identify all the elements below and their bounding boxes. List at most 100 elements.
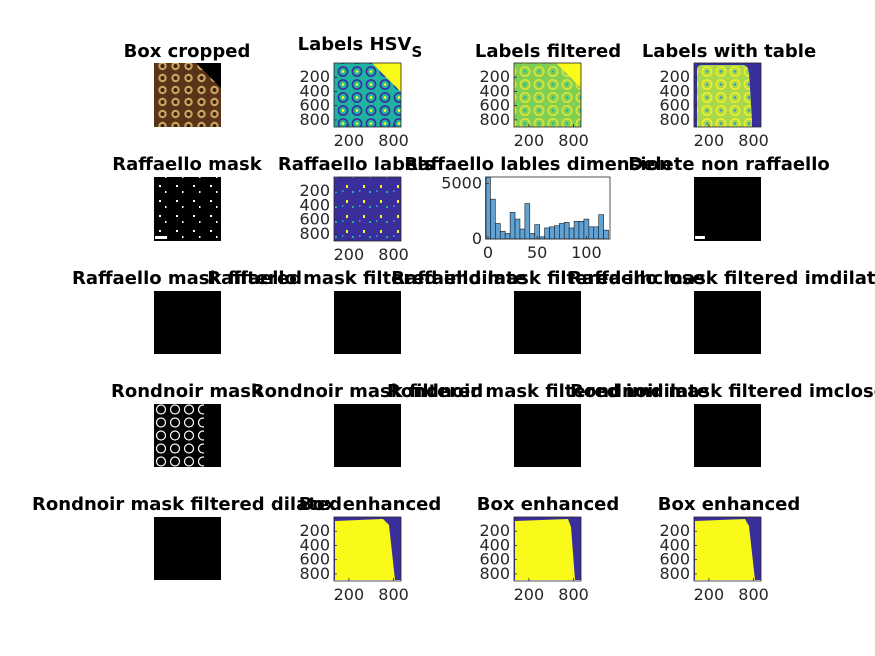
- image-rondnoir-mask-filtered: [334, 404, 401, 467]
- histogram-bar: [568, 227, 575, 240]
- panel-title-14: Rondnoir mask filtered: [251, 381, 484, 402]
- panel-title-20: Box enhanced: [658, 494, 801, 515]
- axes-frame: [333, 62, 402, 128]
- panel-title-9: Raffaello mask filtered: [72, 268, 302, 289]
- histogram-bar: [598, 214, 604, 240]
- histogram-bar: [524, 203, 531, 240]
- histogram: 0 50 100 0 5000: [441, 174, 611, 262]
- x-tick-label: 200: [334, 245, 365, 264]
- axes-frame: [513, 62, 582, 128]
- image-raffaello-mask: [154, 177, 221, 241]
- y-tick-label: 800: [299, 564, 330, 583]
- image-box-cropped: [154, 63, 221, 127]
- y-tick-label: 200: [299, 181, 330, 200]
- panel-title-16: Rondnoir mask filtered imclose: [570, 381, 875, 402]
- image-raffaello-mask-filtered-imclose: [514, 291, 581, 354]
- axes-frame: [333, 516, 402, 582]
- panel-title-2-main: Labels HSV: [298, 34, 412, 55]
- y-tick-label: 200: [479, 521, 510, 540]
- image-rondnoir-mask: [154, 404, 221, 467]
- panel-title-3: Labels filtered: [475, 41, 621, 62]
- panel-title-10: Raffaello mask filtered imdilate: [207, 268, 526, 289]
- histogram-bar: [603, 229, 609, 240]
- x-tick-label: 800: [378, 131, 409, 150]
- x-tick-label: 200: [694, 131, 725, 150]
- y-tick-label: 800: [479, 110, 510, 129]
- y-tick-label: 400: [299, 195, 330, 214]
- hist-x-tick-label: 50: [527, 243, 547, 262]
- x-tick-label: 800: [378, 585, 409, 604]
- image-raffaello-mask-filtered-imdilate: [334, 291, 401, 354]
- histogram-bar: [529, 233, 536, 240]
- panel-title-2-group: Labels HSVS: [298, 34, 423, 61]
- histogram-bar: [495, 223, 501, 240]
- x-tick-label: 800: [558, 585, 589, 604]
- y-tick-label: 200: [479, 67, 510, 86]
- y-tick-label: 800: [659, 110, 690, 129]
- x-tick-label: 200: [694, 585, 725, 604]
- x-tick-label: 800: [738, 585, 769, 604]
- y-tick-label: 400: [299, 81, 330, 100]
- panel-title-5: Raffaello mask: [112, 154, 263, 175]
- y-tick-label: 400: [659, 81, 690, 100]
- image-raffaello-labels: [334, 177, 401, 241]
- axes-frame: [513, 516, 582, 582]
- histogram-bar: [578, 220, 585, 240]
- panel-title-8: Delete non raffaello: [628, 154, 830, 175]
- panel-title-15: Rondnoir mask filtered imdilate: [387, 381, 709, 402]
- histogram-bar: [563, 222, 570, 240]
- y-tick-label: 600: [479, 96, 510, 115]
- histogram-bar: [593, 226, 599, 240]
- y-tick-label: 600: [659, 550, 690, 569]
- panel-title-17: Rondnoir mask filtered dilated: [32, 494, 342, 515]
- histogram-bar: [554, 225, 560, 240]
- x-tick-label: 200: [514, 585, 545, 604]
- image-labels-hsv: [334, 63, 401, 127]
- y-tick-label: 400: [659, 535, 690, 554]
- panel-title-13: Rondnoir mask: [111, 381, 264, 402]
- hist-y-tick-label: 5000: [441, 174, 482, 193]
- y-tick-label: 800: [299, 110, 330, 129]
- axes-frame: [693, 62, 762, 128]
- histogram-bar: [490, 198, 496, 240]
- histogram-bar: [504, 233, 511, 240]
- panel-title-11: Raffaello mask filtered imclose: [391, 268, 704, 289]
- image-raffaello-mask-filtered-imdilate-2: [694, 291, 761, 354]
- histogram-bar: [588, 226, 595, 240]
- y-tick-label: 400: [299, 535, 330, 554]
- image-rondnoir-mask-filtered-imclose: [694, 404, 761, 467]
- y-tick-label: 600: [299, 96, 330, 115]
- panel-title-19: Box enhanced: [477, 494, 620, 515]
- histogram-bar: [549, 226, 555, 240]
- histogram-frame: [485, 176, 611, 240]
- panel-title-7: Raffaello lables dimension: [404, 154, 671, 175]
- histogram-bar: [544, 227, 550, 240]
- hist-x-tick-label: 0: [483, 243, 493, 262]
- y-tick-label: 600: [479, 550, 510, 569]
- histogram-bar: [509, 212, 516, 240]
- image-labels-filtered: [514, 63, 581, 127]
- y-tick-label: 600: [659, 96, 690, 115]
- y-tick-label: 200: [299, 521, 330, 540]
- histogram-bar: [573, 220, 580, 240]
- y-tick-label: 200: [299, 67, 330, 86]
- histogram-bar: [514, 218, 521, 240]
- panel-title-2-sub: S: [412, 43, 423, 61]
- panel-title-6: Raffaello labels: [278, 154, 434, 175]
- x-tick-label: 800: [378, 245, 409, 264]
- panel-title-18: Box enhanced: [299, 494, 442, 515]
- hist-y-tick-label: 0: [472, 229, 482, 248]
- y-tick-label: 400: [479, 535, 510, 554]
- panel-title-1: Box cropped: [124, 41, 251, 62]
- image-raffaello-mask-filtered: [154, 291, 221, 354]
- panel-title-4: Labels with table: [642, 41, 816, 62]
- y-tick-label: 600: [299, 550, 330, 569]
- hist-x-tick-label: 100: [571, 243, 602, 262]
